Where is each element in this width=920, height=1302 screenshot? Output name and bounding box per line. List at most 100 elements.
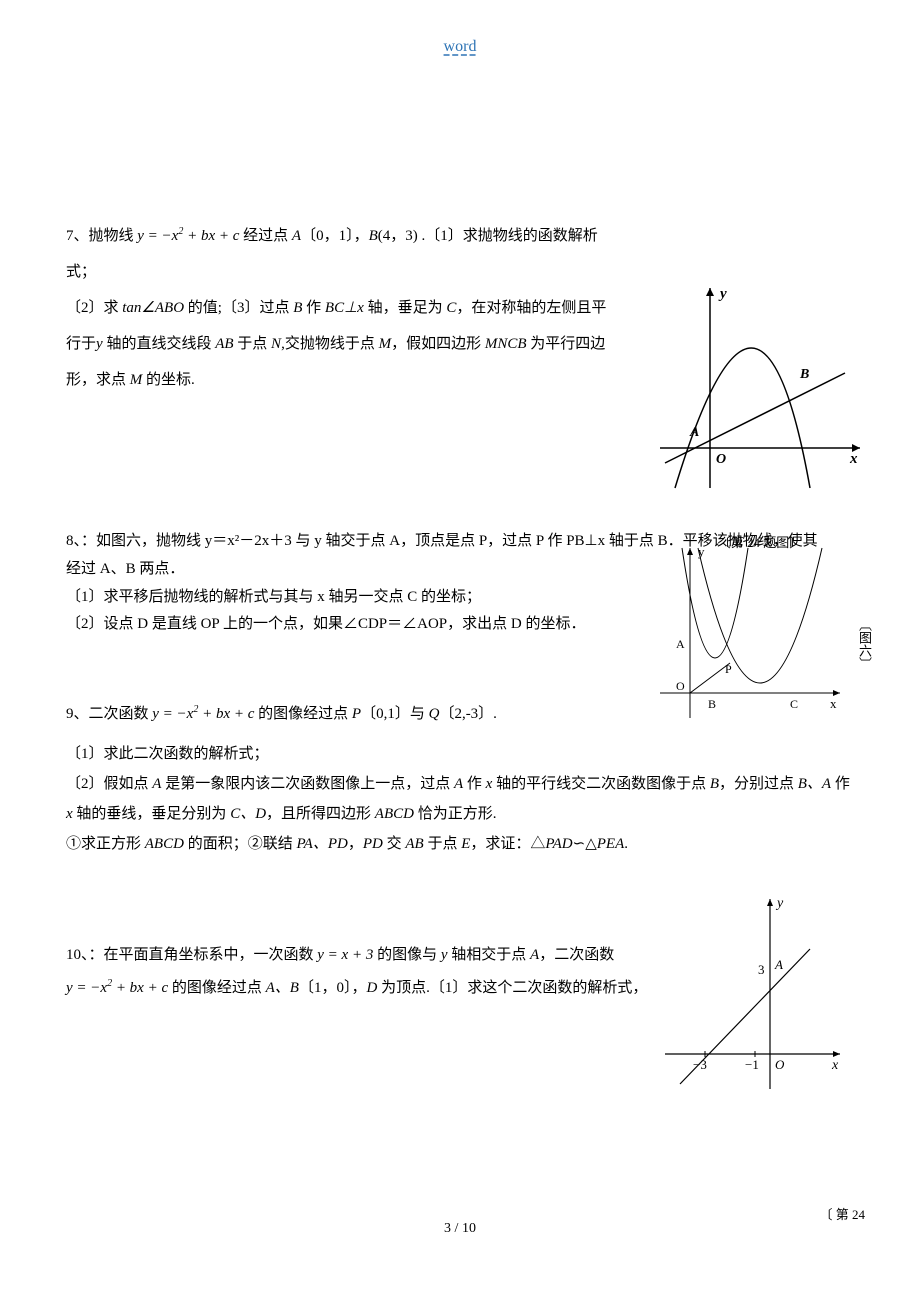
p9-text: AB: [405, 836, 423, 852]
p10-text: 10、：在平面直角坐标系中，一次函数: [66, 947, 317, 963]
fig10-A: A: [774, 957, 783, 972]
figure-10-caption: 〔 第 24: [819, 1199, 865, 1230]
p7-text: 〔0，1〕，: [301, 228, 369, 244]
p7-text: 经过点: [239, 228, 292, 244]
p10-text: ，二次函数: [539, 947, 614, 963]
p9-text: ∽△: [573, 836, 597, 852]
fig7-O: O: [716, 452, 726, 467]
p7-text: 形，求点: [66, 372, 130, 388]
fig7-x: x: [849, 451, 858, 467]
p10-text: A、B: [266, 980, 299, 996]
p10-text: 为顶点.〔1〕求这个二次函数的解析式，: [377, 980, 647, 996]
p8-line3: 〔1〕求平移后抛物线的解析式与其与 x 轴另一交点 C 的坐标；: [66, 584, 636, 612]
p7-text: BC⊥x: [325, 300, 364, 316]
content-area: 7、抛物线 y = −x2 + bx + c 经过点 A〔0，1〕，B(4，3)…: [66, 218, 860, 1045]
p9-text: E: [461, 836, 470, 852]
p9-text: 〔2,-3〕.: [439, 706, 497, 722]
p7-eq: y = −x: [137, 228, 178, 244]
p7-text: N: [271, 336, 281, 352]
figure-10: x y O 3 A −3 −1: [660, 889, 850, 1113]
fig10-neg3: −3: [693, 1057, 707, 1072]
p9-text: ABCD: [375, 806, 414, 822]
p9-text: 轴的平行线交二次函数图像于点: [492, 776, 710, 792]
fig8-P: P: [725, 662, 732, 676]
fig10-y: y: [775, 896, 784, 911]
p9-text: 恰为正方形.: [414, 806, 497, 822]
p9-text: 〔0,1〕与: [361, 706, 429, 722]
p7-text: 的值;〔3〕过点: [184, 300, 293, 316]
p9-text: ①求正方形: [66, 836, 145, 852]
p9-text: 交: [383, 836, 406, 852]
p7-text: y: [96, 336, 103, 352]
p9-eq: y = −x: [152, 706, 193, 722]
p10-eq2: y = −x: [66, 980, 107, 996]
page-number: 3 / 10: [444, 1221, 476, 1237]
p9-text: B、A: [798, 776, 831, 792]
header-word: word: [444, 38, 477, 56]
p10-text: y: [441, 947, 448, 963]
p10-text: 〔1，0〕，: [299, 980, 367, 996]
p9-text: 的图像经过点: [254, 706, 352, 722]
p7-text: M: [379, 336, 392, 352]
p9-text: PA、PD: [296, 836, 347, 852]
p7-text: 轴的直线交线段: [103, 336, 216, 352]
p9-line2: 〔1〕求此二次函数的解析式；: [66, 739, 860, 769]
p9-text: 是第一象限内该二次函数图像上一点，过点: [161, 776, 454, 792]
p7-text: ，在对称轴的左侧且平: [456, 300, 606, 316]
p7-tan: tan∠ABO: [122, 300, 184, 316]
p9-text: 轴的垂线，垂足分别为: [73, 806, 231, 822]
p7-text: 〔2〕求: [66, 300, 122, 316]
figure-7: x y O A B 〔第 24 题图〕: [650, 278, 870, 558]
p9-text: P: [352, 706, 361, 722]
p7-text: AB: [215, 336, 233, 352]
p9-text: PAD: [545, 836, 572, 852]
p9-text: ABCD: [145, 836, 184, 852]
p9-text: 的面积；②联结: [184, 836, 297, 852]
figure-8-label: 〔图六〕: [849, 618, 880, 670]
p7-B: B: [369, 228, 378, 244]
p10-text: 的图像经过点: [168, 980, 266, 996]
problem-10: 10、：在平面直角坐标系中，一次函数 y = x + 3 的图像与 y 轴相交于…: [66, 939, 860, 1005]
p9-text: ，分别过点: [719, 776, 798, 792]
problem-9: 9、二次函数 y = −x2 + bx + c 的图像经过点 P〔0,1〕与 Q…: [66, 699, 860, 859]
p7-text: 为平行四边: [527, 336, 606, 352]
problem-8: 8、：如图六，抛物线 y＝x²－2x＋3 与 y 轴交于点 A，顶点是点 P，过…: [66, 528, 860, 639]
p7-text: 轴，垂足为: [364, 300, 447, 316]
p9-text: 作: [463, 776, 486, 792]
p9-text: ，: [348, 836, 363, 852]
p7-eq-b: + bx + c: [183, 228, 239, 244]
p9-text: Q: [429, 706, 440, 722]
fig10-O: O: [775, 1057, 785, 1072]
p8-line4: 〔2〕设点 D 是直线 OP 上的一个点，如果∠CDP＝∠AOP，求出点 D 的…: [66, 611, 636, 639]
fig7-y: y: [718, 286, 727, 302]
fig7-A: A: [689, 425, 699, 440]
p7-text: MNCB: [485, 336, 527, 352]
p10-text: 的图像与: [373, 947, 441, 963]
fig10-3: 3: [758, 962, 765, 977]
p9-text: 〔2〕假如点: [66, 776, 152, 792]
p9-text: PEA: [597, 836, 625, 852]
fig7-B: B: [799, 367, 809, 382]
p9-text: ，求证：△: [470, 836, 545, 852]
p10-text: A: [530, 947, 539, 963]
fig8-A: A: [676, 637, 685, 651]
p7-text: B: [293, 300, 302, 316]
p7-text: ,交抛物线于点: [281, 336, 379, 352]
figure-10-svg: x y O 3 A −3 −1: [660, 889, 850, 1099]
p9-text: ，且所得四边形: [266, 806, 375, 822]
p7-text: M: [130, 372, 143, 388]
p10-text: D: [366, 980, 377, 996]
p7-text: 于点: [234, 336, 272, 352]
p9-text: 于点: [424, 836, 462, 852]
p9-text: .: [624, 836, 628, 852]
p9-text: 作: [831, 776, 850, 792]
p7-text: C: [446, 300, 456, 316]
fig8-y: y: [698, 544, 705, 559]
p9-text: x: [66, 806, 73, 822]
p9-text: C、D: [230, 806, 266, 822]
p7-A: A: [292, 228, 301, 244]
p10-text: 轴相交于点: [448, 947, 531, 963]
fig10-x: x: [831, 1058, 839, 1073]
fig10-neg1: −1: [745, 1057, 759, 1072]
fig8-O: O: [676, 679, 685, 693]
